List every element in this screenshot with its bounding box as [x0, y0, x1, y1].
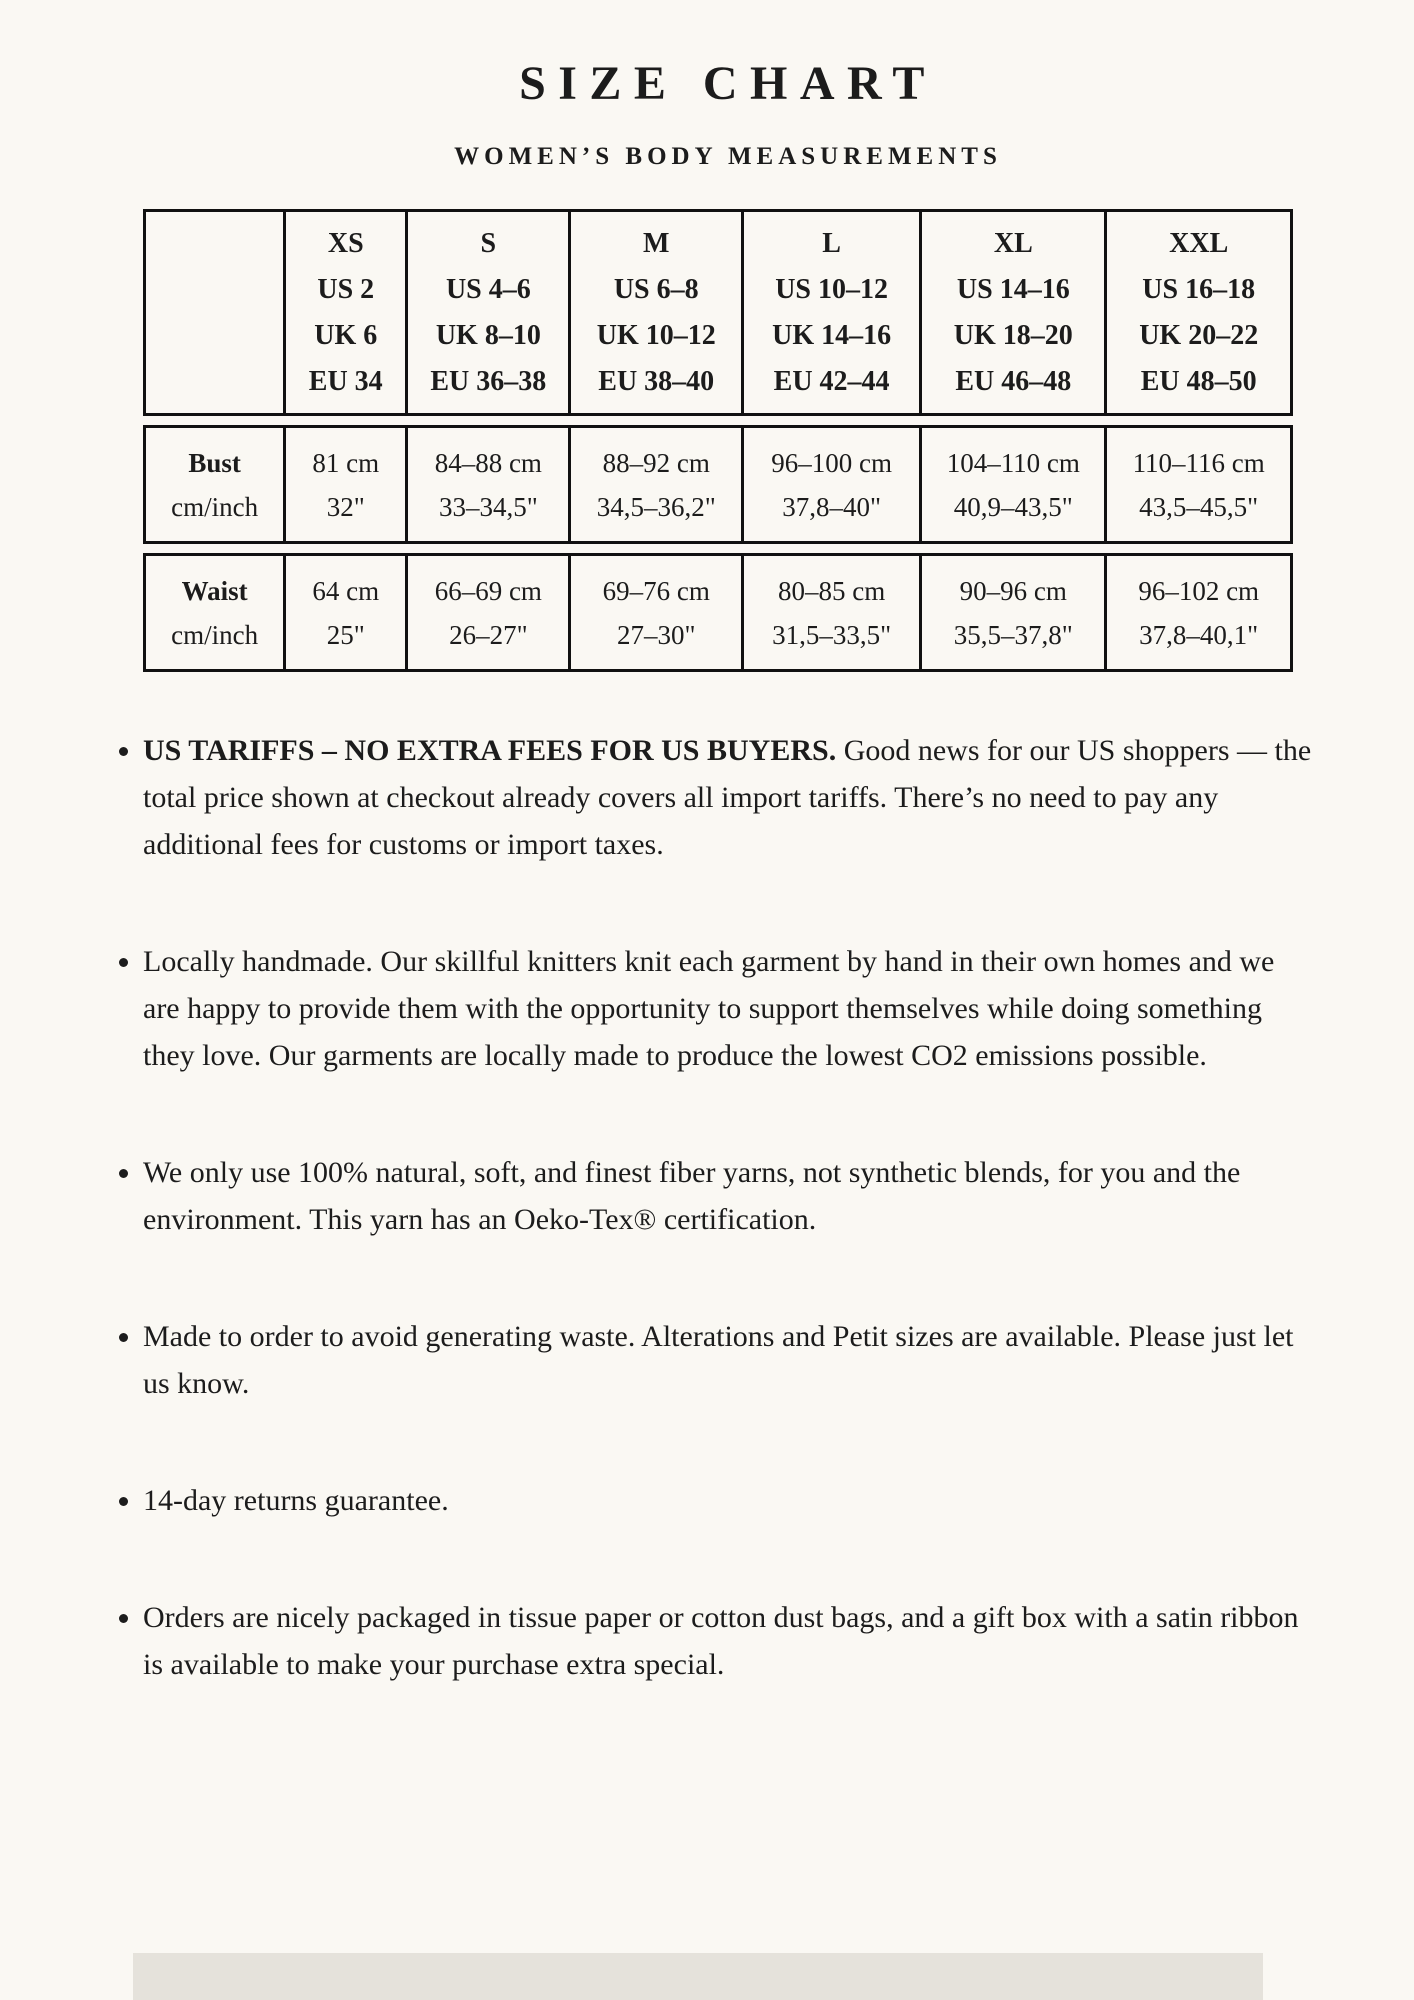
- size-name-label: XXL: [1169, 227, 1229, 259]
- size-eu-label: EU 36–38: [430, 365, 547, 397]
- page-title: SIZE CHART: [519, 57, 937, 110]
- measurement-cell: 104–110 cm 40,9–43,5": [919, 425, 1105, 544]
- size-header-row: XS US 2 UK 6 EU 34 S US 4–6 UK 8–10 EU 36–38 M US…: [143, 209, 1293, 416]
- table-corner-cell: [143, 209, 284, 416]
- size-us-label: US 10–12: [775, 273, 888, 305]
- bullet-item: US TARIFFS – NO EXTRA FEES FOR US BUYERS…: [143, 727, 1318, 868]
- value-cm: 104–110 cm: [946, 447, 1080, 478]
- value-cm: 88–92 cm: [602, 447, 710, 478]
- size-uk-label: UK 8–10: [435, 319, 541, 351]
- measurement-cell: 81 cm 32": [283, 425, 406, 544]
- value-inch: 33–34,5": [438, 491, 538, 522]
- bullet-item: 14-day returns guarantee.: [143, 1477, 1318, 1524]
- row-label: Waist: [181, 575, 248, 606]
- value-cm: 69–76 cm: [602, 575, 710, 606]
- bullet-text: Orders are nicely packaged in tissue pap…: [143, 1601, 1299, 1681]
- size-uk-label: UK 6: [314, 319, 378, 351]
- value-inch: 43,5–45,5": [1139, 491, 1259, 522]
- size-name-label: M: [643, 227, 670, 259]
- size-name-label: XL: [993, 227, 1033, 259]
- value-inch: 27–30": [616, 619, 696, 650]
- bullet-item: Locally handmade. Our skillful knitters …: [143, 938, 1318, 1079]
- row-unit: cm/inch: [171, 491, 259, 522]
- measurement-row-waist: Waist cm/inch 64 cm 25" 66–69 cm 26–27" 69–76 …: [143, 553, 1293, 672]
- bullet-item: Made to order to avoid generating waste.…: [143, 1313, 1318, 1407]
- value-cm: 90–96 cm: [959, 575, 1067, 606]
- size-name-label: XS: [327, 227, 364, 259]
- size-uk-label: UK 10–12: [596, 319, 716, 351]
- size-eu-label: EU 34: [308, 365, 383, 397]
- value-inch: 37,8–40,1": [1139, 619, 1259, 650]
- row-label-cell: Waist cm/inch: [143, 553, 284, 672]
- measurement-cell: 90–96 cm 35,5–37,8": [919, 553, 1105, 672]
- size-uk-label: UK 14–16: [772, 319, 892, 351]
- measurement-cell: 96–102 cm 37,8–40,1": [1104, 553, 1293, 672]
- measurement-cell: 110–116 cm 43,5–45,5": [1104, 425, 1293, 544]
- value-inch: 31,5–33,5": [772, 619, 892, 650]
- measurement-cell: 66–69 cm 26–27": [405, 553, 569, 672]
- value-cm: 84–88 cm: [434, 447, 542, 478]
- size-column-header-xs: XS US 2 UK 6 EU 34: [283, 209, 406, 416]
- size-column-header-l: L US 10–12 UK 14–16 EU 42–44: [740, 209, 920, 416]
- next-section-preview: [133, 1953, 1263, 2000]
- size-column-header-m: M US 6–8 UK 10–12 EU 38–40: [568, 209, 741, 416]
- size-us-label: US 16–18: [1142, 273, 1256, 305]
- bullet-lead-bold: US TARIFFS – NO EXTRA FEES FOR US BUYERS…: [143, 734, 837, 767]
- value-inch: 32": [326, 491, 365, 522]
- value-inch: 35,5–37,8": [953, 619, 1073, 650]
- page-header: SIZE CHART WOMEN’S BODY MEASUREMENTS: [0, 0, 1414, 172]
- value-cm: 110–116 cm: [1132, 447, 1265, 478]
- size-chart-table: XS US 2 UK 6 EU 34 S US 4–6 UK 8–10 EU 36–38 M US…: [143, 200, 1293, 681]
- page-subtitle: WOMEN’S BODY MEASUREMENTS: [454, 143, 1002, 170]
- size-column-header-xl: XL US 14–16 UK 18–20 EU 46–48: [919, 209, 1105, 416]
- value-inch: 34,5–36,2": [596, 491, 716, 522]
- measurement-cell: 80–85 cm 31,5–33,5": [740, 553, 920, 672]
- size-eu-label: EU 48–50: [1140, 365, 1257, 397]
- measurement-row-bust: Bust cm/inch 81 cm 32" 84–88 cm 33–34,5" 88–92…: [143, 425, 1293, 544]
- value-inch: 40,9–43,5": [953, 491, 1073, 522]
- bullet-text: We only use 100% natural, soft, and fine…: [143, 1156, 1241, 1236]
- measurement-cell: 84–88 cm 33–34,5": [405, 425, 569, 544]
- size-us-label: US 14–16: [956, 273, 1070, 305]
- size-column-header-s: S US 4–6 UK 8–10 EU 36–38: [405, 209, 569, 416]
- size-name-label: L: [822, 227, 841, 259]
- measurement-cell: 69–76 cm 27–30": [568, 553, 741, 672]
- row-label: Bust: [188, 447, 241, 478]
- measurement-cell: 96–100 cm 37,8–40": [740, 425, 920, 544]
- size-eu-label: EU 46–48: [955, 365, 1072, 397]
- value-inch: 37,8–40": [782, 491, 881, 522]
- bullet-text: Good news for our US shoppers — the tota…: [143, 734, 1312, 861]
- measurement-cell: 64 cm 25": [283, 553, 406, 672]
- size-uk-label: UK 20–22: [1139, 319, 1259, 351]
- value-cm: 96–100 cm: [771, 447, 892, 478]
- measurement-cell: 88–92 cm 34,5–36,2": [568, 425, 741, 544]
- row-label-cell: Bust cm/inch: [143, 425, 284, 544]
- value-cm: 80–85 cm: [777, 575, 886, 606]
- size-us-label: US 2: [317, 273, 375, 305]
- size-name-label: S: [480, 227, 497, 259]
- size-eu-label: EU 42–44: [773, 365, 890, 397]
- size-uk-label: UK 18–20: [953, 319, 1073, 351]
- value-cm: 64 cm: [312, 575, 380, 606]
- size-us-label: US 6–8: [613, 273, 699, 305]
- value-cm: 81 cm: [312, 447, 380, 478]
- product-info-list: US TARIFFS – NO EXTRA FEES FOR US BUYERS…: [111, 727, 1318, 1688]
- bullet-text: Made to order to avoid generating waste.…: [143, 1320, 1294, 1400]
- size-us-label: US 4–6: [445, 273, 531, 305]
- value-inch: 26–27": [449, 619, 528, 650]
- row-unit: cm/inch: [171, 619, 259, 650]
- bullet-item: Orders are nicely packaged in tissue pap…: [143, 1594, 1318, 1688]
- value-cm: 96–102 cm: [1138, 575, 1260, 606]
- size-eu-label: EU 38–40: [598, 365, 715, 397]
- size-column-header-xxl: XXL US 16–18 UK 20–22 EU 48–50: [1104, 209, 1293, 416]
- value-cm: 66–69 cm: [434, 575, 542, 606]
- bullet-text: 14-day returns guarantee.: [143, 1484, 449, 1517]
- bullet-text: Locally handmade. Our skillful knitters …: [143, 945, 1275, 1072]
- bullet-item: We only use 100% natural, soft, and fine…: [143, 1149, 1318, 1243]
- value-inch: 25": [326, 619, 365, 650]
